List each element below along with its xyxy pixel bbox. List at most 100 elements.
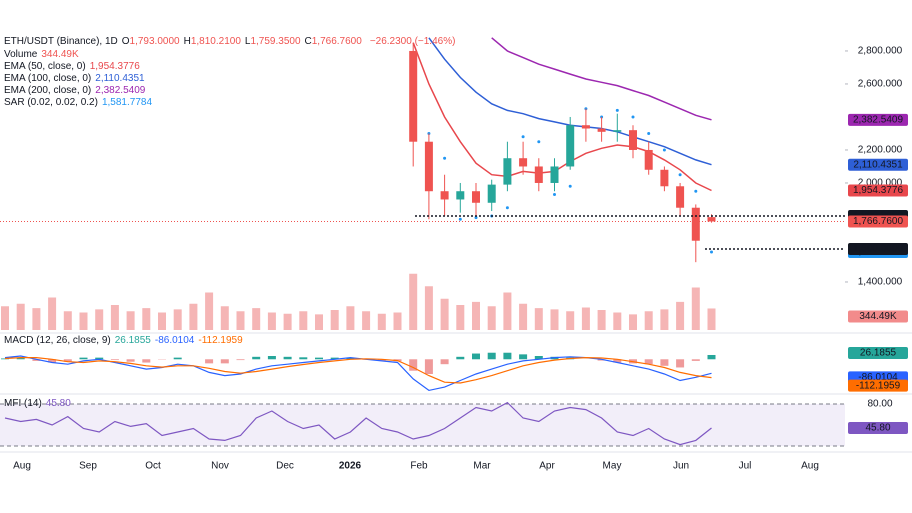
legend-value: 45.80	[45, 398, 71, 409]
macd-histogram	[424, 359, 433, 374]
macd-histogram	[676, 359, 685, 368]
volume-bar	[236, 311, 245, 330]
volume-bar	[676, 301, 685, 330]
mfi-line	[4, 401, 712, 446]
volume-bar	[220, 306, 229, 330]
macd-histogram	[644, 359, 653, 365]
macd-histogram	[487, 352, 496, 360]
volume-bar	[613, 312, 622, 330]
sar-dot	[521, 135, 525, 139]
candle-body	[472, 191, 480, 203]
volume-bar	[456, 305, 465, 330]
macd-histogram	[63, 359, 72, 362]
volume-bar	[48, 297, 57, 330]
volume-bar	[519, 303, 528, 330]
ohlc-value: 1,793.0000	[129, 36, 180, 47]
volume-bar	[691, 287, 700, 330]
price-label-box	[848, 242, 908, 255]
volume-bar	[252, 308, 261, 330]
sar-dot	[474, 216, 478, 220]
price-label: 45.80	[865, 423, 890, 434]
axis-labels: 2,800.000 2,600.000 2,200.000 2,000.000 1,40…	[13, 46, 908, 472]
macd-histogram	[472, 353, 480, 360]
x-tick-label: Apr	[539, 461, 555, 472]
ohlc-value: 1,759.3500	[250, 36, 301, 47]
macd-histogram	[16, 357, 25, 360]
volume-bar	[158, 312, 166, 330]
x-tick-label: Oct	[145, 461, 161, 472]
macd-histogram	[691, 359, 700, 361]
price-label-box	[848, 113, 908, 126]
x-tick-label: Nov	[211, 461, 229, 472]
price-pane	[0, 37, 845, 330]
x-tick-label: 2026	[339, 461, 362, 472]
macd-histogram	[597, 359, 606, 361]
price-label: 1,600.0000	[853, 244, 903, 255]
volume-bar	[315, 314, 323, 330]
legend-entry: EMA (200, close, 0) 2,382.5409	[4, 85, 149, 97]
ohlc-value: 1,810.2100	[190, 36, 241, 47]
price-label: 1,766.7600	[853, 216, 903, 227]
legend-value: 2,110.4351	[95, 73, 145, 84]
legend-entry: SAR (0.02, 0.02, 0.2) 1,581.7784	[4, 97, 156, 109]
sar-dot	[710, 250, 713, 254]
volume-bar	[707, 308, 716, 330]
sar-dot	[631, 115, 635, 119]
macd-histogram	[142, 359, 151, 363]
ohlc-key: O	[121, 36, 130, 47]
candle-body	[409, 50, 418, 142]
macd-histogram	[456, 356, 465, 360]
candle-body	[581, 125, 590, 129]
price-label: 344.49K	[859, 311, 897, 322]
candle-body	[566, 125, 575, 167]
candle-body	[644, 149, 653, 170]
change: −26.2300 (−1.46%)	[369, 36, 456, 47]
volume-bar	[660, 309, 669, 330]
volume-bar	[581, 307, 590, 330]
volume-bar	[597, 310, 606, 330]
candle-body	[707, 217, 716, 222]
candle-body	[660, 169, 669, 187]
legend-value: 26.1855	[114, 335, 151, 346]
macd-histogram	[315, 357, 323, 360]
macd-histogram	[707, 354, 716, 360]
volume-bar	[472, 301, 480, 330]
volume-bar	[110, 305, 119, 330]
legend-name: EMA (200, close, 0)	[4, 85, 92, 96]
ohlc-key: C	[304, 36, 312, 47]
lower-panes	[0, 332, 912, 453]
y-tick-label: 1,400.000	[858, 277, 903, 288]
x-tick-label: Feb	[410, 461, 428, 472]
macd-histogram	[299, 357, 308, 360]
candle-body	[676, 186, 685, 208]
candle-body	[440, 191, 449, 200]
sar-dot	[458, 217, 462, 221]
sar-dot	[678, 173, 682, 177]
x-tick-label: Jul	[739, 461, 752, 472]
price-label-box	[848, 346, 908, 359]
sar-dot	[553, 193, 556, 197]
legend-name: MACD (12, 26, close, 9)	[4, 335, 111, 346]
macd-histogram	[1, 358, 9, 360]
candle-body	[534, 166, 543, 183]
volume-bar	[95, 309, 104, 330]
volume-bar	[205, 292, 214, 330]
x-tick-label: Dec	[276, 461, 294, 472]
legend-name: MFI (14)	[4, 398, 42, 409]
macd-histogram	[95, 357, 104, 360]
macd-histogram	[330, 357, 339, 360]
volume-bar	[440, 298, 449, 330]
candle-body	[503, 158, 512, 185]
volume-bar	[126, 311, 135, 330]
legend-value: -112.1959	[198, 335, 243, 346]
x-tick-label: Mar	[473, 461, 491, 472]
price-label: 26.1855	[860, 348, 897, 359]
macd-histogram	[613, 359, 622, 363]
legend-value: 1,581.7784	[101, 97, 153, 108]
candle-body	[613, 130, 622, 132]
price-label: 2,110.4351	[853, 159, 903, 170]
volume-bar	[644, 311, 653, 330]
macd-histogram	[267, 356, 276, 360]
volume-bar	[377, 313, 386, 330]
